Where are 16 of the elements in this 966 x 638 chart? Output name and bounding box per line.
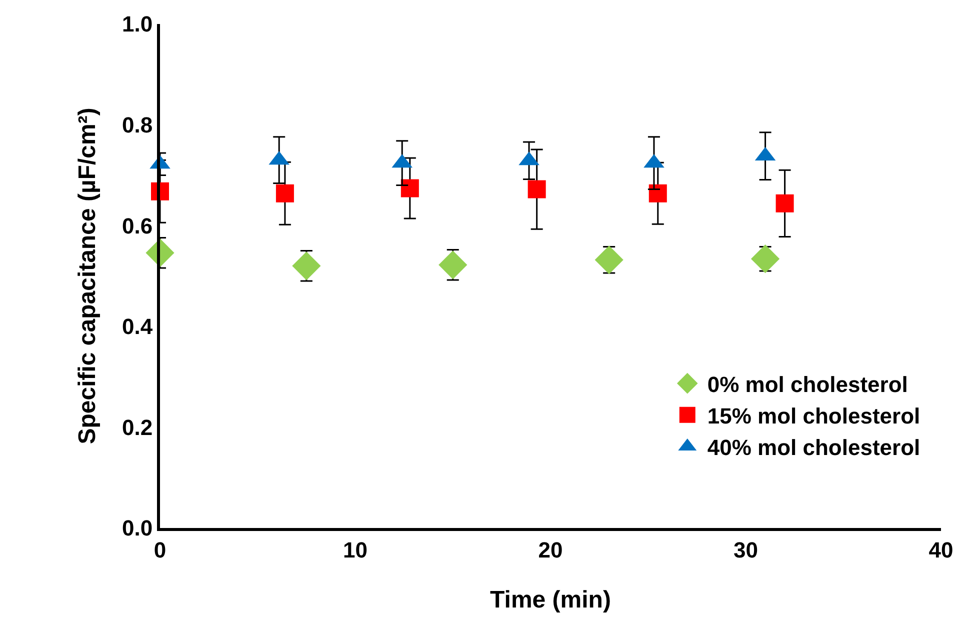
y-axis-title: Specific capacitance (µF/cm²) xyxy=(74,108,102,444)
legend-label: 0% mol cholesterol xyxy=(707,372,908,397)
x-tick-label: 0 xyxy=(154,537,166,562)
y-tick-label: 0.2 xyxy=(122,414,153,440)
y-tick-label: 0.8 xyxy=(122,112,153,138)
y-tick-label: 1.0 xyxy=(122,12,153,37)
legend-label: 15% mol cholesterol xyxy=(707,404,920,428)
x-tick-label: 30 xyxy=(734,537,758,562)
x-axis-title: Time (min) xyxy=(490,586,611,614)
y-tick-label: 0.0 xyxy=(122,516,153,541)
legend-label: 40% mol cholesterol xyxy=(707,435,920,460)
x-tick-label: 20 xyxy=(538,537,563,562)
x-tick-label: 10 xyxy=(343,537,368,562)
y-tick-label: 0.6 xyxy=(122,213,153,238)
x-tick-label: 40 xyxy=(928,537,954,562)
y-tick-label: 0.4 xyxy=(122,314,154,340)
